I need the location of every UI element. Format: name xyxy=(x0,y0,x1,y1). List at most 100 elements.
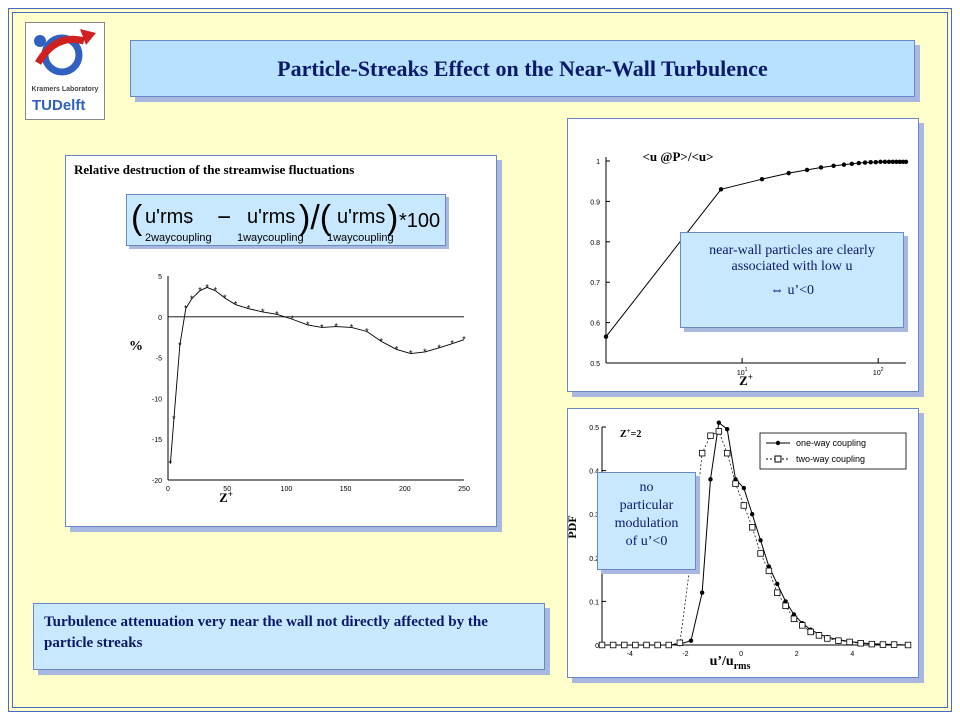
y-tick-label: 0.1 xyxy=(589,599,599,606)
x-tick-label: 4 xyxy=(850,651,854,658)
logo-lab-text: Kramers Laboratory xyxy=(31,86,99,93)
x-tick-label: 250 xyxy=(458,486,470,493)
y-tick-label: -20 xyxy=(152,478,162,485)
two-way-point xyxy=(868,640,876,648)
formula-term-2: u'rms xyxy=(247,206,295,228)
y-tick-label: 0.7 xyxy=(590,280,600,287)
legend-label-two-way: two-way coupling xyxy=(796,454,865,464)
formula-slash: )/( xyxy=(299,199,332,237)
data-point: * xyxy=(437,343,441,353)
one-way-point xyxy=(716,420,722,425)
two-way-point xyxy=(715,428,723,435)
y-tick-label: 0 xyxy=(158,315,162,322)
z-annotation: Z+=2 xyxy=(620,427,641,440)
data-point: * xyxy=(291,314,295,324)
velocity-ratio-chart: 1 0.9 0.8 0.7 0.6 0.5 101 102 <u @P>/<u> Z+ xyxy=(590,149,909,388)
two-way-point xyxy=(774,589,781,596)
data-point xyxy=(882,159,888,165)
data-point xyxy=(900,159,906,165)
y-tick-label: -10 xyxy=(152,396,162,403)
two-way-point xyxy=(676,639,684,647)
two-way-point xyxy=(824,635,831,642)
data-point: * xyxy=(306,320,310,330)
two-way-point xyxy=(723,449,731,457)
data-point xyxy=(603,334,609,339)
two-way-point xyxy=(732,480,739,487)
two-way-point xyxy=(632,641,639,649)
data-point xyxy=(841,162,847,167)
two-way-point xyxy=(598,641,606,649)
y-tick-label: 0.6 xyxy=(590,321,600,328)
one-way-point xyxy=(699,590,705,595)
two-way-point xyxy=(815,632,823,639)
chart-title: <u @P>/<u> xyxy=(643,149,714,164)
two-way-point xyxy=(609,641,617,649)
data-point: * xyxy=(198,286,202,296)
one-way-point xyxy=(688,638,694,643)
data-point: * xyxy=(172,414,176,424)
data-point: * xyxy=(169,459,173,469)
legend-label-one-way: one-way coupling xyxy=(796,438,866,448)
data-point xyxy=(759,176,765,182)
near-wall-note: near-wall particles are clearly associat… xyxy=(680,232,904,328)
data-point: * xyxy=(450,339,454,349)
two-way-point xyxy=(879,641,887,648)
slide-title: Particle-Streaks Effect on the Near-Wall… xyxy=(277,55,768,81)
formula-term-1: u'rms xyxy=(145,206,193,228)
note2-line-1: no xyxy=(639,480,654,495)
formula-sub-2: 1waycoupling xyxy=(237,232,304,244)
y-tick-label: 1 xyxy=(596,159,600,166)
y-tick-label: 0.8 xyxy=(590,240,600,247)
formula-sub-1: 2waycoupling xyxy=(145,232,212,244)
data-point: * xyxy=(214,286,218,296)
x-tick-label: -2 xyxy=(682,651,688,658)
formula-sub-3: 1waycoupling xyxy=(327,232,394,244)
two-way-point xyxy=(707,432,714,439)
data-point: * xyxy=(178,340,182,350)
one-way-point xyxy=(741,485,747,491)
kramers-logo: Kramers Laboratory TUDelft xyxy=(25,22,105,120)
data-point: * xyxy=(184,304,188,314)
note2-line-3: modulation xyxy=(614,516,679,531)
note-line-3: ⇔ u’<0 xyxy=(769,283,815,298)
left-chart-panel: Relative destruction of the streamwise f… xyxy=(65,155,497,527)
data-point xyxy=(873,160,879,165)
no-modulation-note: no particular modulation of u’<0 xyxy=(597,472,696,570)
series-line xyxy=(169,286,465,464)
y-tick-label: 0.2 xyxy=(589,556,599,563)
data-point xyxy=(878,159,883,165)
two-way-point xyxy=(846,638,853,646)
y-axis-label: PDF xyxy=(568,515,579,538)
logo-emblem-icon xyxy=(34,29,96,76)
x-tick-label: 0 xyxy=(166,486,170,493)
two-way-point xyxy=(654,641,661,649)
formula-paren-open-1: ( xyxy=(131,199,143,237)
data-point: * xyxy=(234,300,238,310)
two-way-point xyxy=(890,641,898,648)
data-point: * xyxy=(247,304,251,314)
x-axis-label: u’/urms xyxy=(710,654,751,672)
y-tick-label: 0.5 xyxy=(590,361,600,368)
one-way-point xyxy=(791,612,797,617)
data-point: * xyxy=(205,282,209,292)
formula-paren-close-1: ) xyxy=(187,219,189,225)
y-tick-label: 0.5 xyxy=(589,425,599,432)
data-point: * xyxy=(365,326,369,336)
data-point: * xyxy=(334,322,338,332)
data-point xyxy=(886,159,892,165)
one-way-point xyxy=(758,538,763,543)
y-tick-label: 0.4 xyxy=(589,469,599,476)
y-tick-label: 0 xyxy=(595,643,599,650)
data-point: * xyxy=(409,349,413,359)
data-point xyxy=(890,159,896,165)
one-way-point xyxy=(750,512,755,517)
data-point xyxy=(862,160,868,165)
logo-university-text: TUDelft xyxy=(32,97,86,114)
two-way-point xyxy=(904,641,912,649)
data-point: * xyxy=(320,322,324,332)
legend-box xyxy=(759,432,907,470)
y-axis-label: % xyxy=(129,339,143,354)
data-point xyxy=(831,163,836,169)
one-way-point xyxy=(766,564,772,569)
two-way-point xyxy=(807,628,814,636)
